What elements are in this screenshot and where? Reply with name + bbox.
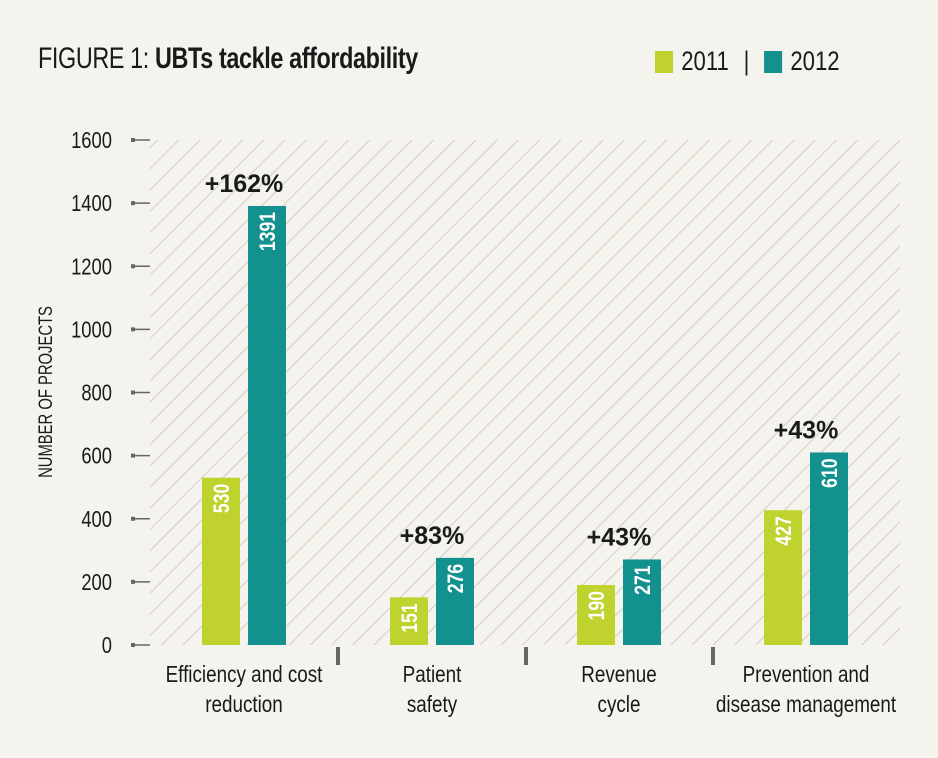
- chart-title: FIGURE 1: UBTs tackle affordability: [38, 42, 418, 76]
- x-axis: Efficiency and cost reduction Patient safet…: [166, 647, 896, 717]
- y-tick-label: 1600: [71, 128, 112, 153]
- x-category-label: Prevention and: [743, 662, 870, 687]
- x-category-label: cycle: [598, 692, 641, 717]
- bar-value-label: 1391: [256, 212, 280, 251]
- x-category-label: Revenue: [581, 662, 656, 687]
- y-tick-label: 600: [81, 444, 112, 469]
- bars: 530 1391 +162% 151 276 +83% 190 271 +43% 427 610 +4…: [202, 170, 848, 645]
- category-separator: [711, 647, 715, 665]
- legend-label-2011: 2011: [681, 46, 729, 76]
- y-tick-label: 1000: [71, 317, 112, 342]
- bar-2011-2: [577, 585, 615, 645]
- legend-separator: |: [743, 46, 750, 76]
- y-tick-label: 200: [81, 570, 112, 595]
- title-prefix: FIGURE 1:: [38, 42, 156, 75]
- bar-value-label: 190: [585, 591, 609, 620]
- growth-annotation: +43%: [587, 523, 652, 551]
- y-tick-mark: [131, 327, 135, 332]
- y-tick-label: 400: [81, 507, 112, 532]
- growth-annotation: +43%: [774, 416, 839, 444]
- x-category-label: Efficiency and cost: [166, 662, 323, 687]
- growth-annotation: +162%: [205, 170, 284, 198]
- bar-2011-0: [202, 477, 240, 645]
- y-tick-mark: [131, 579, 135, 584]
- y-tick-mark: [131, 516, 135, 521]
- bar-value-label: 276: [444, 564, 468, 593]
- y-tick-mark: [131, 453, 135, 458]
- bar-2012-0: [248, 205, 286, 645]
- y-tick-label: 1200: [71, 254, 112, 279]
- x-category-label: reduction: [205, 692, 283, 717]
- bar-value-label: 427: [772, 516, 796, 545]
- growth-annotation: +83%: [400, 522, 465, 550]
- bar-2011-1: [390, 597, 428, 645]
- y-tick-label: 1400: [71, 191, 112, 216]
- y-tick-mark: [131, 138, 135, 142]
- y-axis-label: NUMBER OF PROJECTS: [35, 306, 56, 478]
- legend: 2011 | 2012: [655, 46, 840, 77]
- bar-value-label: 271: [631, 565, 655, 594]
- y-tick-label: 0: [102, 633, 112, 658]
- bar-2011-3: [764, 510, 802, 645]
- bar-value-label: 151: [398, 603, 422, 632]
- category-separator: [336, 647, 340, 665]
- y-tick-label: 800: [81, 381, 112, 406]
- y-axis: 0 200 400 600 800 1000 1200 1400 1600: [71, 128, 150, 659]
- y-tick-mark: [131, 264, 135, 269]
- bar-2012-2: [623, 559, 661, 645]
- bar-2012-1: [436, 557, 474, 645]
- x-category-label: disease management: [716, 692, 896, 717]
- title-main: UBTs tackle affordability: [155, 42, 418, 75]
- legend-swatch-2011: [655, 50, 674, 73]
- x-category-label: Patient: [403, 662, 462, 687]
- legend-swatch-2012: [764, 50, 783, 73]
- bar-2012-3: [810, 452, 848, 645]
- bar-value-label: 530: [210, 484, 234, 513]
- x-category-label: safety: [407, 692, 458, 717]
- bar-value-label: 610: [818, 458, 842, 487]
- y-tick-mark: [131, 643, 135, 647]
- y-tick-mark: [131, 390, 135, 395]
- y-tick-mark: [131, 201, 135, 206]
- legend-label-2012: 2012: [790, 46, 840, 76]
- category-separator: [524, 647, 528, 665]
